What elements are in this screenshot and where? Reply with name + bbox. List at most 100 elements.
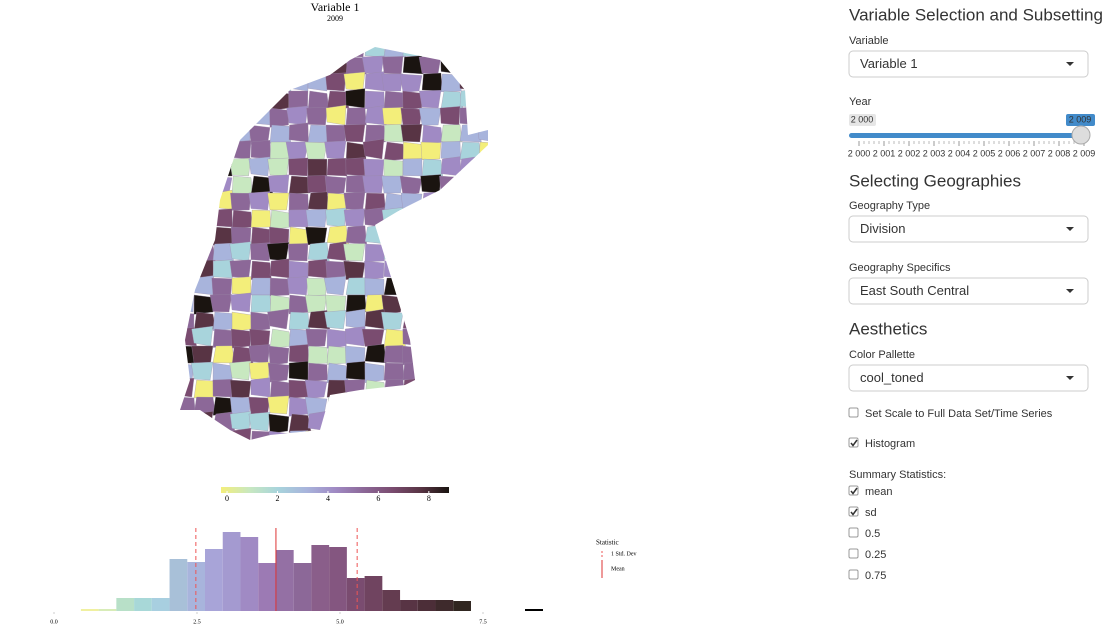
county [193, 175, 214, 194]
county [287, 276, 309, 296]
county [231, 209, 253, 230]
county [438, 379, 461, 398]
county [231, 107, 254, 126]
county [180, 429, 195, 440]
county [248, 156, 271, 177]
county [288, 361, 309, 381]
county [344, 379, 366, 398]
county [268, 430, 290, 440]
dropdown-arrow [1066, 227, 1074, 231]
county [459, 56, 480, 77]
checkmark [850, 439, 858, 447]
county [440, 342, 461, 364]
county [383, 141, 407, 162]
x-tick-label: 0.0 [50, 619, 58, 625]
county [269, 90, 290, 111]
county [248, 191, 271, 211]
county [344, 396, 366, 415]
county [211, 277, 233, 296]
slider-handle[interactable] [1071, 125, 1091, 145]
county [326, 396, 348, 415]
checkbox-label: mean [865, 486, 893, 498]
county [193, 259, 214, 279]
county [478, 243, 488, 264]
county [305, 328, 328, 347]
county [381, 294, 404, 315]
hist-bar [240, 537, 259, 611]
county [326, 225, 350, 245]
county [250, 56, 271, 75]
select-box[interactable] [848, 364, 1089, 392]
colorbar [221, 487, 449, 493]
county [345, 107, 367, 126]
county [193, 275, 215, 296]
county [421, 226, 442, 245]
county [288, 413, 312, 433]
select-box[interactable] [848, 277, 1089, 305]
county [421, 293, 442, 313]
county [267, 308, 290, 330]
county [180, 88, 195, 109]
colorbar-label: 2 [275, 494, 279, 503]
county [402, 362, 424, 381]
county [343, 71, 366, 92]
checkbox[interactable] [848, 548, 859, 559]
county [269, 328, 292, 349]
county [364, 413, 387, 434]
county [402, 226, 425, 247]
county [477, 122, 488, 143]
county [250, 377, 271, 398]
slider-tick-label: 2 004 [948, 148, 971, 158]
county [402, 311, 426, 330]
checkbox[interactable] [848, 527, 859, 538]
county [211, 107, 233, 127]
county [383, 224, 405, 245]
slider-tick-label: 2 008 [1048, 148, 1071, 158]
county [477, 192, 488, 213]
county [180, 72, 197, 92]
county [478, 396, 488, 415]
hist-bar [275, 550, 294, 611]
county [230, 140, 252, 160]
select-box[interactable] [848, 50, 1089, 78]
select-box[interactable] [848, 215, 1089, 243]
county [459, 47, 482, 58]
checkbox[interactable] [848, 485, 859, 496]
county [307, 242, 330, 262]
county [307, 310, 330, 330]
county [230, 192, 252, 211]
checkbox[interactable] [848, 437, 859, 448]
county [231, 276, 252, 296]
county [229, 241, 252, 262]
county [324, 310, 347, 330]
county [231, 71, 254, 92]
county [439, 191, 461, 211]
county [193, 226, 214, 246]
checkbox[interactable] [848, 506, 859, 517]
checkbox[interactable] [848, 407, 859, 418]
county [288, 311, 310, 330]
county [212, 379, 233, 398]
county [180, 242, 195, 262]
checkbox[interactable] [848, 569, 859, 580]
county [191, 73, 214, 93]
x-tick-label: 5.0 [336, 619, 344, 625]
county [459, 175, 480, 196]
county [361, 55, 385, 75]
county [230, 328, 252, 349]
county [343, 243, 366, 262]
county [180, 396, 196, 416]
county [212, 124, 234, 143]
county [381, 396, 404, 417]
county [180, 141, 195, 163]
map-title: Variable 1 [311, 0, 360, 14]
legend-title: Statistic [596, 539, 619, 547]
county [250, 47, 272, 58]
county [364, 394, 387, 415]
county [180, 377, 195, 398]
county [191, 123, 214, 143]
county [266, 242, 290, 262]
county [382, 56, 404, 75]
county [458, 411, 480, 432]
